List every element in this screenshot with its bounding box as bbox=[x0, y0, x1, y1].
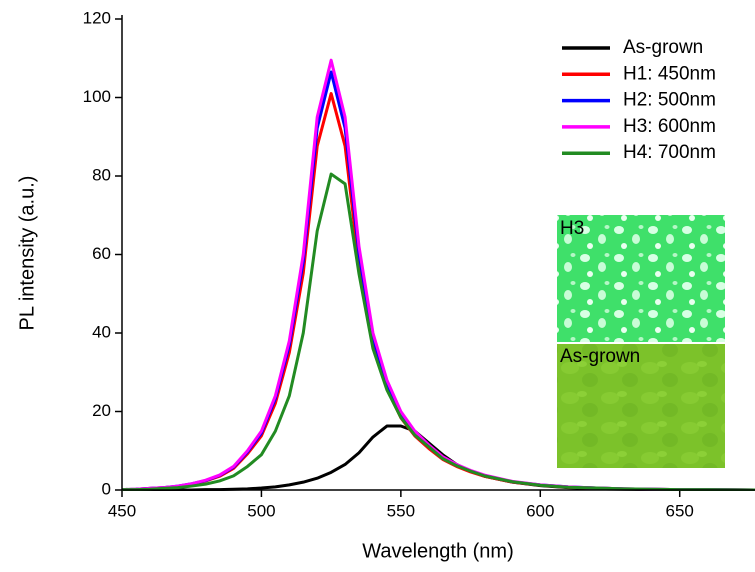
legend-label: H3: 600nm bbox=[623, 116, 716, 137]
inset-label: H3 bbox=[560, 218, 584, 239]
x-tick-label: 550 bbox=[387, 501, 415, 520]
y-tick-label: 20 bbox=[92, 401, 111, 420]
legend-label: H2: 500nm bbox=[623, 90, 716, 111]
y-tick-label: 40 bbox=[92, 322, 111, 341]
legend-label: As-grown bbox=[623, 37, 703, 58]
y-tick-label: 100 bbox=[83, 87, 111, 106]
inset-image-h3 bbox=[557, 215, 725, 343]
y-tick-label: 0 bbox=[102, 479, 111, 498]
y-tick-label: 120 bbox=[83, 8, 111, 27]
legend-label: H1: 450nm bbox=[623, 63, 716, 84]
inset-image-as-grown bbox=[557, 343, 725, 468]
inset-label: As-grown bbox=[560, 346, 640, 367]
x-tick-label: 650 bbox=[666, 501, 694, 520]
y-axis-title: PL intensity (a.u.) bbox=[16, 176, 38, 331]
x-tick-label: 450 bbox=[108, 501, 136, 520]
x-axis-title: Wavelength (nm) bbox=[362, 540, 514, 562]
plot-area bbox=[122, 58, 755, 491]
x-tick-label: 600 bbox=[526, 501, 554, 520]
series-line bbox=[122, 172, 755, 491]
y-tick-label: 80 bbox=[92, 165, 111, 184]
inset-images: H3 As-grown bbox=[557, 215, 725, 468]
legend: As-grown H1: 450nm H2: 500nm H3: 600nm H4: 7… bbox=[562, 37, 716, 163]
y-tick-label: 60 bbox=[92, 244, 111, 263]
legend-label: H4: 700nm bbox=[623, 142, 716, 163]
x-tick-label: 500 bbox=[247, 501, 275, 520]
